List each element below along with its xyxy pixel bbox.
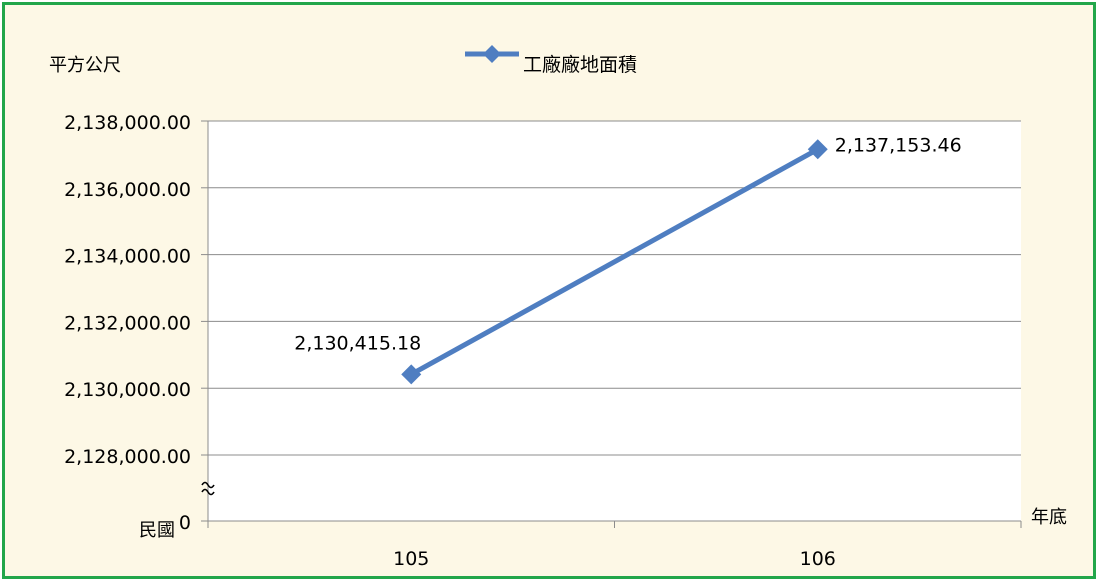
y-axis-title: 平方公尺 xyxy=(49,55,121,76)
x-axis-left-label: 民國 xyxy=(139,520,175,541)
axes xyxy=(201,120,1022,528)
legend-diamond-marker xyxy=(483,45,501,63)
data-point-marker xyxy=(807,139,828,160)
y-tick-label: 2,134,000.00 xyxy=(64,246,191,268)
x-tick-labels: 105 106 xyxy=(393,548,836,570)
y-tick-label: 0 xyxy=(179,512,191,534)
line-chart: 0 2,128,000.00 2,130,000.00 2,132,000.00 2,1… xyxy=(49,45,1067,570)
x-tick-label: 105 xyxy=(393,548,429,570)
y-tick-label: 2,136,000.00 xyxy=(64,179,191,201)
series-line xyxy=(410,147,819,377)
series-layer: 2,130,415.18 2,137,153.46 xyxy=(294,134,962,385)
y-tick-labels: 0 2,128,000.00 2,130,000.00 2,132,000.00 2,1… xyxy=(64,112,191,534)
legend-label: 工廠廠地面積 xyxy=(523,53,637,76)
data-label: 2,130,415.18 xyxy=(294,332,421,354)
x-tick-label: 106 xyxy=(800,548,836,570)
data-label: 2,137,153.46 xyxy=(835,134,962,156)
x-axis-right-label: 年底 xyxy=(1031,507,1067,528)
chart-frame: 0 2,128,000.00 2,130,000.00 2,132,000.00 2,1… xyxy=(2,2,1096,579)
y-tick-label: 2,130,000.00 xyxy=(64,379,191,401)
legend: 工廠廠地面積 xyxy=(465,45,637,76)
y-tick-label: 2,138,000.00 xyxy=(64,112,191,134)
gridlines xyxy=(208,120,1021,456)
axis-break-symbol xyxy=(201,481,215,496)
data-point-marker xyxy=(401,364,422,385)
y-tick-label: 2,128,000.00 xyxy=(64,446,191,468)
y-tick-label: 2,132,000.00 xyxy=(64,312,191,334)
